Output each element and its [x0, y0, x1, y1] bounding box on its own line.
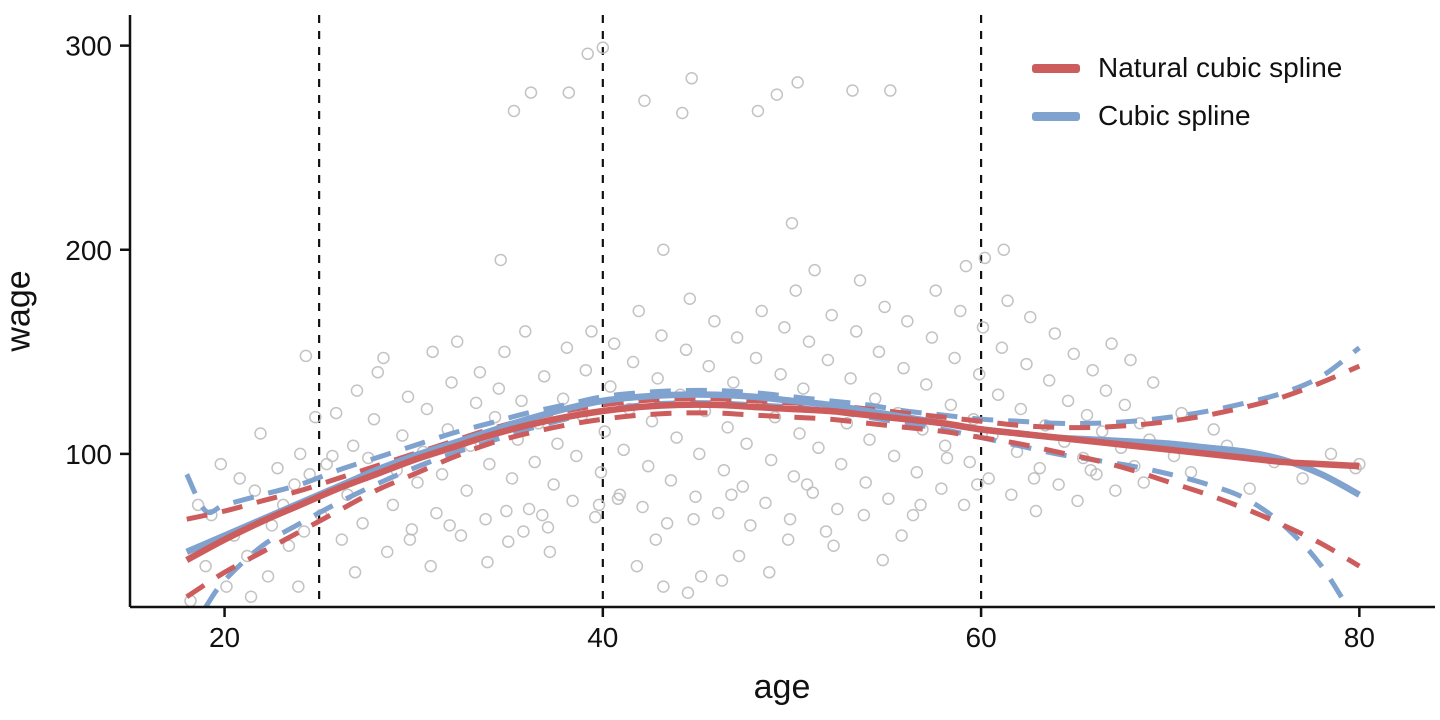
curve-cubic-spline-ci-upper	[184, 345, 1361, 516]
axes: 100 200 300 20 40 60 80	[65, 15, 1435, 653]
fit-curves	[184, 345, 1361, 607]
y-tick-label: 200	[65, 235, 112, 266]
natural-spline-swatch-icon	[1032, 63, 1080, 73]
y-tick-label: 100	[65, 439, 112, 470]
legend-label: Cubic spline	[1098, 100, 1251, 131]
y-axis-title: wage	[0, 270, 38, 352]
legend-item-natural-spline: Natural cubic spline	[1032, 48, 1342, 88]
legend: Natural cubic spline Cubic spline	[1032, 48, 1342, 136]
legend-item-cubic-spline: Cubic spline	[1032, 96, 1342, 136]
x-tick-label: 60	[966, 622, 997, 653]
curve-cubic-spline-ci-lower	[202, 400, 1351, 607]
x-tick-label: 80	[1344, 622, 1375, 653]
x-tick-label: 20	[209, 622, 240, 653]
curve-natural-cubic-spline	[185, 401, 1360, 563]
y-tick-label: 300	[65, 31, 112, 62]
legend-label: Natural cubic spline	[1098, 52, 1343, 83]
knot-lines	[318, 15, 983, 607]
x-axis-title: age	[753, 668, 811, 706]
curve-natural-cubic-spline-ci-lower	[185, 410, 1361, 599]
x-tick-label: 40	[587, 622, 618, 653]
curve-natural-cubic-spline-ci-upper	[186, 363, 1361, 522]
curve-cubic-spline	[185, 391, 1361, 555]
cubic-spline-swatch-icon	[1032, 111, 1080, 121]
